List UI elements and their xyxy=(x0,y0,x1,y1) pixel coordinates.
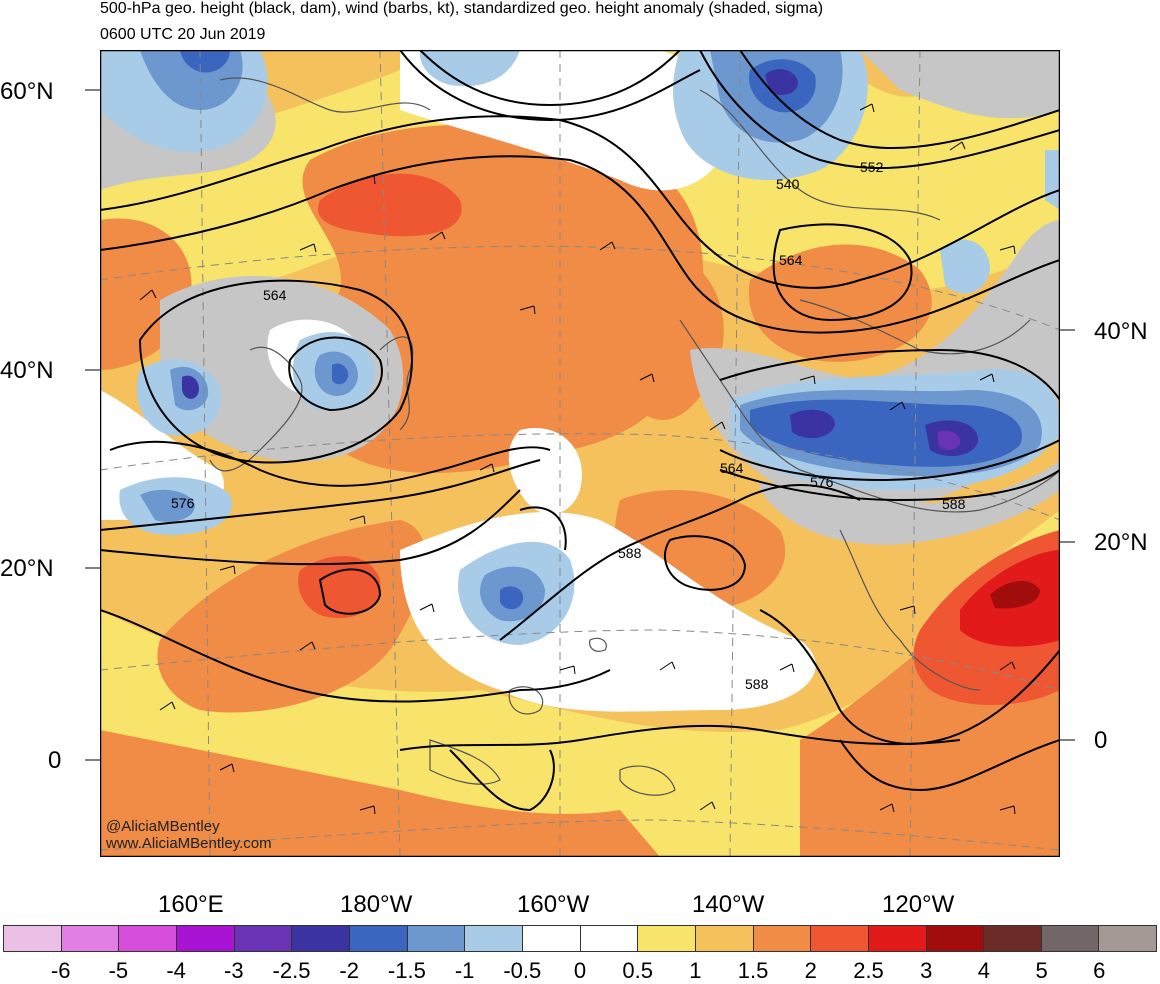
anomaly-gray-ne xyxy=(860,50,1060,119)
colorbar-label: -1 xyxy=(454,958,475,983)
anomaly-orange-south xyxy=(100,730,660,857)
lon-label-140w: 140°W xyxy=(692,891,765,918)
contour-label: 588 xyxy=(618,545,642,561)
axis-ticks xyxy=(85,89,1075,761)
contour-label: 576 xyxy=(171,495,195,511)
anomaly-blue-east-small xyxy=(940,239,990,294)
contour-label: 564 xyxy=(779,252,803,268)
lat-label-20n-left: 20°N xyxy=(0,555,54,582)
colorbar-swatch xyxy=(695,926,754,951)
contour-label: 588 xyxy=(745,676,769,692)
lon-label-120w: 120°W xyxy=(882,891,955,918)
lat-label-60n-left: 60°N xyxy=(0,78,54,105)
credit-site: www.AliciaMBentley.com xyxy=(106,835,272,852)
colorbar-swatch xyxy=(349,926,408,951)
colorbar-label: -4 xyxy=(166,958,186,983)
colorbar-swatch xyxy=(465,926,523,951)
colorbar-swatch xyxy=(522,926,581,951)
anomaly-red-orange-sw xyxy=(298,556,381,619)
lat-label-40n-left: 40°N xyxy=(0,357,54,384)
anomaly-neutral-center xyxy=(508,428,582,514)
colorbar-label: 6 xyxy=(1093,958,1106,983)
colorbar-swatch xyxy=(868,926,927,951)
colorbar-label: 2.5 xyxy=(853,958,884,983)
colorbar-label: -2.5 xyxy=(272,958,311,983)
anomaly-blue-dipole-core xyxy=(332,363,349,385)
colorbar-label: 5 xyxy=(1035,958,1048,983)
colorbar-label: 1 xyxy=(689,958,702,983)
colorbar-label: 3 xyxy=(920,958,933,983)
colorbar-label: 0.5 xyxy=(622,958,653,983)
height-contours xyxy=(100,50,1060,812)
lat-label-20n-right: 20°N xyxy=(1094,529,1148,556)
contour-label: 552 xyxy=(860,159,884,175)
lat-label-0-left: 0 xyxy=(48,747,62,774)
map-panel: 564 576 540 552 564 564 576 588 588 588 xyxy=(100,50,1060,857)
colorbar-label: 0 xyxy=(573,958,587,983)
colorbar-label: -1.5 xyxy=(387,958,426,983)
contour-labels: 564 576 540 552 564 564 576 588 588 588 xyxy=(171,159,966,692)
anomaly-gray-band-south xyxy=(760,460,1060,545)
colorbar-label: -5 xyxy=(108,958,129,983)
lat-label-0-right: 0 xyxy=(1094,727,1108,754)
colorbar-swatch xyxy=(61,926,120,951)
colorbar-label: 1.5 xyxy=(737,958,769,983)
colorbar-swatch xyxy=(4,926,62,951)
contour-label: 576 xyxy=(810,474,834,490)
valid-time: 0600 UTC 20 Jun 2019 xyxy=(100,26,266,43)
colorbar-swatch xyxy=(234,926,293,951)
anomaly-orange-ne xyxy=(748,244,932,362)
colorbar-swatch xyxy=(119,926,177,951)
credit-handle: @AliciaMBentley xyxy=(106,818,220,835)
colorbar-label: -2 xyxy=(339,958,359,983)
anomaly-blue-west-core xyxy=(182,375,199,399)
anomaly-blue-band-core1 xyxy=(790,409,835,439)
contour-label: 540 xyxy=(776,176,800,192)
lon-label-160e: 160°E xyxy=(158,891,224,918)
contour-label: 564 xyxy=(720,460,744,476)
colorbar-swatch xyxy=(638,926,696,951)
colorbar-label: -6 xyxy=(50,958,71,983)
anomaly-dark-red-se xyxy=(990,580,1040,609)
anomaly-blue-band-core3 xyxy=(938,430,961,450)
colorbar-swatch xyxy=(811,926,869,951)
colorbar-swatch xyxy=(753,926,812,951)
contour-label: 564 xyxy=(263,287,287,303)
colorbar-swatch xyxy=(580,926,639,951)
colorbar-swatch xyxy=(1041,926,1100,951)
colorbar-label: 4 xyxy=(977,958,991,983)
colorbar-swatch xyxy=(926,926,985,951)
anomaly-blue-sw-mid xyxy=(140,489,195,522)
map-title: 500-hPa geo. height (black, dam), wind (… xyxy=(100,0,824,17)
colorbar-swatch xyxy=(292,926,350,951)
colorbar-swatch xyxy=(984,926,1042,951)
lat-label-40n-right: 40°N xyxy=(1094,318,1148,345)
anomaly-blue-nw-core xyxy=(180,50,230,73)
colorbar-swatch xyxy=(407,926,466,951)
map-frame xyxy=(100,50,1060,857)
colorbar-swatch xyxy=(176,926,235,951)
colorbar-label: -3 xyxy=(224,958,244,983)
anomaly-blue-central-core xyxy=(500,586,524,610)
colorbar-label: -0.5 xyxy=(503,958,542,983)
anomaly-red-orange-north xyxy=(318,173,462,237)
colorbar xyxy=(3,925,1157,952)
anomaly-blue-ne-core xyxy=(765,69,798,95)
colorbar-label: 2 xyxy=(804,958,817,983)
wind-barbs xyxy=(139,103,1016,815)
lon-label-160w: 160°W xyxy=(517,891,590,918)
anomaly-blue-north xyxy=(419,50,520,87)
colorbar-swatch xyxy=(1099,926,1157,951)
contour-label: 588 xyxy=(942,496,966,512)
graticule xyxy=(100,50,1060,857)
lon-label-180w: 180°W xyxy=(340,891,413,918)
